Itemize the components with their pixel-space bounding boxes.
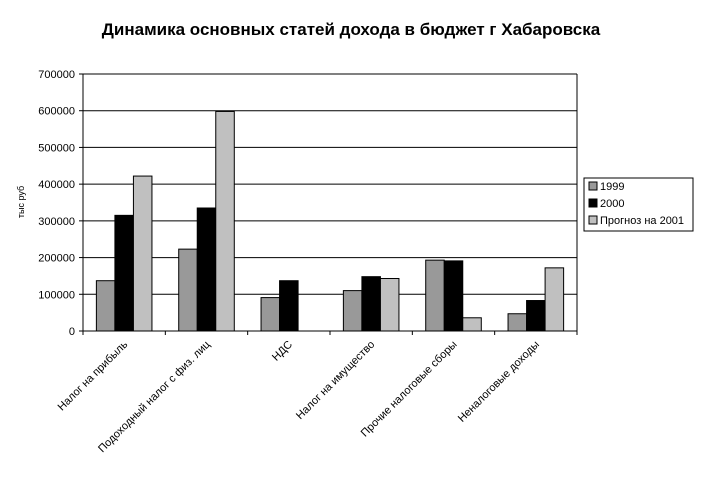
y-tick-label: 0 [69, 326, 75, 338]
gridlines [83, 73, 577, 295]
y-tick-label: 400000 [38, 179, 75, 191]
y-tick-label: 600000 [38, 106, 75, 118]
x-tick-label: Неналоговые доходы [456, 339, 542, 425]
legend-swatch [588, 215, 598, 225]
x-tick-label: Прочие налоговые сборы [359, 339, 460, 440]
bar [132, 175, 153, 332]
bar [114, 214, 134, 332]
bar [279, 280, 299, 332]
legend-swatch [588, 181, 598, 191]
x-tick-label: НДС [270, 339, 295, 364]
legend-label: 2000 [600, 198, 624, 210]
bar [462, 317, 482, 332]
y-tick-label: 700000 [38, 69, 75, 81]
bar [544, 267, 565, 332]
y-tick-label: 500000 [38, 142, 75, 154]
bar [361, 276, 381, 332]
legend-label: 1999 [600, 181, 624, 193]
bar [196, 207, 217, 332]
y-axis-label: тыс руб [16, 186, 26, 218]
x-tick-label: Налог на имущество [294, 339, 377, 422]
legend-box [583, 177, 694, 232]
y-tick-label: 100000 [38, 289, 75, 301]
bar [178, 248, 198, 332]
legend-label: Прогноз на 2001 [600, 215, 684, 227]
bar [215, 110, 235, 332]
bar [342, 290, 363, 332]
bars [95, 110, 565, 332]
bar [526, 300, 546, 332]
bar [507, 313, 528, 332]
bar [379, 277, 400, 332]
bar [260, 297, 281, 332]
legend: 1999 2000 Прогноз на 2001 [583, 177, 694, 232]
y-tick-label: 200000 [38, 253, 75, 265]
legend-swatch [588, 198, 598, 208]
chart-title: Динамика основных статей дохода в бюджет… [102, 20, 601, 39]
x-tick-label: Налог на прибыль [56, 338, 131, 413]
bar [425, 259, 445, 332]
bar [95, 280, 116, 332]
y-tick-label: 300000 [38, 216, 75, 228]
bar [443, 260, 464, 332]
